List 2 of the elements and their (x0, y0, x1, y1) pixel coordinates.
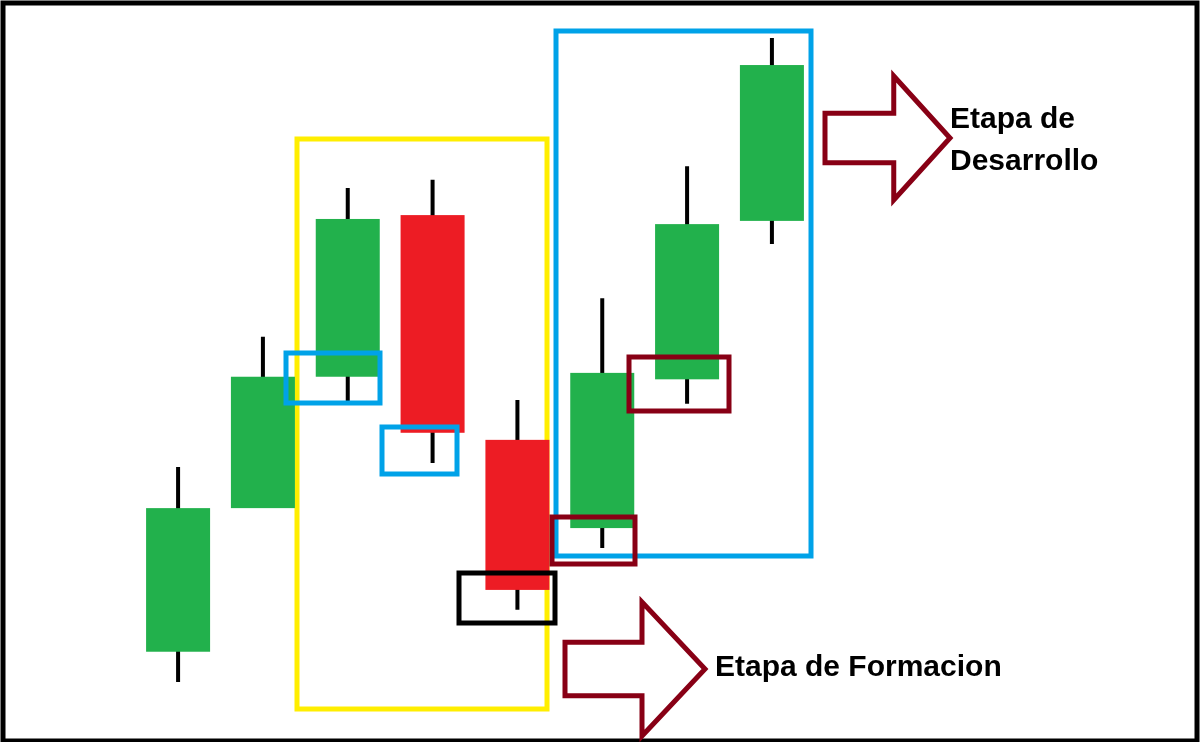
annotation: Etapa de Formacion (715, 649, 1002, 682)
text: Etapa de Desarrollo (950, 101, 1099, 176)
